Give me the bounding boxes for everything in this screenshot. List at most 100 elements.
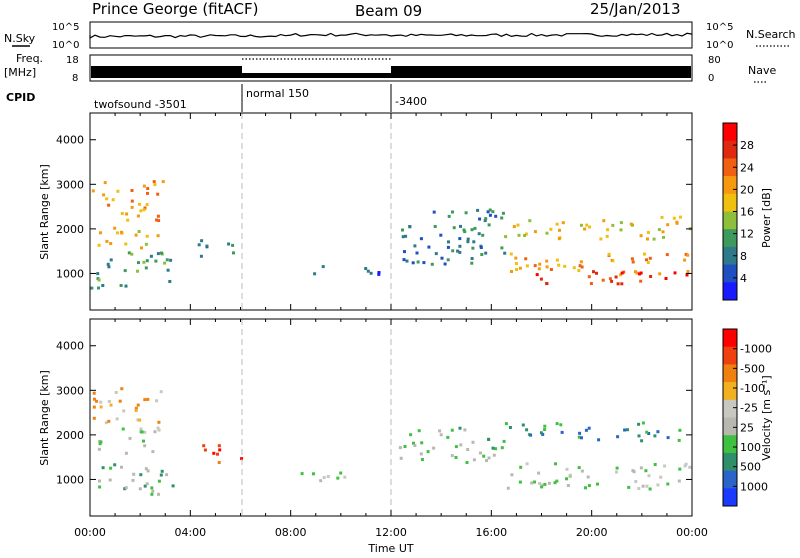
range-gate-cell	[134, 409, 138, 412]
range-gate-cell	[443, 262, 447, 266]
range-gate-cell	[646, 237, 649, 241]
range-gate-cell	[503, 251, 507, 255]
range-gate-cell	[597, 438, 601, 442]
range-gate-cell	[677, 438, 681, 442]
range-gate-cell	[660, 215, 664, 219]
range-gate-cell	[611, 259, 615, 263]
colorbar-tick-label: 1000	[740, 480, 768, 493]
range-gate-cell	[113, 226, 117, 230]
range-gate-cell	[580, 223, 583, 227]
range-gate-cell	[240, 457, 244, 461]
range-gate-cell	[545, 259, 549, 263]
colorbar-swatch	[723, 470, 737, 489]
range-gate-cell	[577, 269, 581, 273]
range-gate-cell	[166, 268, 170, 272]
range-gate-cell	[666, 223, 670, 227]
range-gate-cell	[227, 242, 231, 246]
range-gate-cell	[619, 221, 623, 225]
range-gate-cell	[364, 267, 368, 270]
range-gate-cell	[419, 237, 423, 241]
range-gate-cell	[322, 476, 326, 479]
range-gate-cell	[142, 208, 146, 212]
range-gate-cell	[98, 485, 102, 489]
range-gate-cell	[509, 252, 513, 256]
x-tick-label: 00:00	[676, 526, 708, 539]
range-gate-cell	[459, 443, 463, 447]
power-scatter-layer	[90, 180, 692, 290]
freq-tick-bottom: 8	[72, 73, 78, 84]
range-gate-cell	[587, 426, 591, 430]
range-gate-cell	[657, 228, 661, 232]
range-gate-cell	[589, 282, 593, 285]
range-gate-cell	[142, 184, 146, 188]
range-gate-cell	[554, 462, 557, 466]
colorbar-swatch	[723, 435, 737, 454]
range-gate-cell	[518, 266, 522, 270]
range-gate-cell	[601, 278, 605, 282]
range-gate-cell	[145, 203, 149, 207]
range-gate-cell	[611, 223, 615, 227]
cpid-label: CPID	[6, 91, 35, 104]
range-gate-cell	[592, 270, 595, 274]
range-gate-cell	[97, 286, 100, 290]
range-gate-cell	[623, 428, 627, 432]
range-gate-cell	[646, 231, 650, 234]
range-gate-cell	[458, 244, 462, 248]
range-gate-cell	[433, 225, 437, 228]
range-gate-cell	[91, 189, 95, 193]
range-gate-cell	[519, 465, 523, 469]
range-gate-cell	[143, 430, 147, 434]
range-gate-cell	[572, 266, 576, 270]
x-tick-label: 08:00	[275, 526, 307, 539]
range-gate-cell	[656, 430, 660, 434]
range-gate-cell	[637, 434, 641, 438]
colorbar-swatch	[723, 246, 737, 266]
range-gate-cell	[142, 439, 145, 443]
range-gate-cell	[639, 234, 643, 238]
noise-tick-right-top: 10^5	[706, 22, 733, 33]
range-gate-cell	[153, 183, 157, 187]
range-gate-cell	[568, 473, 572, 477]
range-gate-cell	[615, 470, 618, 474]
range-gate-cell	[116, 189, 120, 193]
range-gate-cell	[541, 483, 545, 487]
range-gate-cell	[155, 218, 158, 222]
y-tick-label: 3000	[56, 178, 84, 191]
range-gate-cell	[451, 249, 455, 253]
range-gate-cell	[109, 258, 113, 262]
range-gate-cell	[678, 467, 682, 471]
range-gate-cell	[585, 223, 589, 227]
range-gate-cell	[321, 265, 325, 269]
range-gate-cell	[103, 181, 107, 185]
range-gate-cell	[454, 456, 458, 459]
range-gate-cell	[659, 475, 663, 479]
range-gate-cell	[649, 275, 653, 278]
x-tick-label: 16:00	[475, 526, 507, 539]
range-gate-cell	[458, 426, 462, 430]
nave-label: Nave	[748, 64, 776, 77]
range-gate-cell	[558, 228, 561, 232]
range-gate-cell	[426, 450, 430, 454]
range-gate-cell	[487, 456, 491, 460]
range-gate-cell	[632, 470, 636, 474]
range-gate-cell	[514, 262, 518, 265]
range-gate-cell	[565, 477, 568, 481]
range-gate-cell	[99, 400, 103, 404]
range-gate-cell	[99, 231, 102, 235]
range-gate-cell	[557, 237, 561, 241]
range-gate-cell	[232, 251, 235, 255]
range-gate-cell	[137, 230, 141, 233]
range-gate-cell	[622, 270, 626, 274]
colorbar-swatch	[723, 399, 737, 418]
range-gate-cell	[510, 473, 514, 477]
range-gate-cell	[145, 259, 149, 263]
colorbar-swatch	[723, 211, 737, 230]
range-gate-cell	[481, 233, 485, 237]
colorbar-swatch	[723, 417, 737, 436]
noise-tick-right-bottom: 10^0	[706, 40, 733, 51]
range-gate-cell	[673, 271, 677, 275]
range-gate-cell	[343, 475, 347, 479]
range-gate-cell	[218, 448, 222, 452]
range-gate-cell	[432, 210, 436, 214]
range-gate-cell	[683, 464, 687, 468]
